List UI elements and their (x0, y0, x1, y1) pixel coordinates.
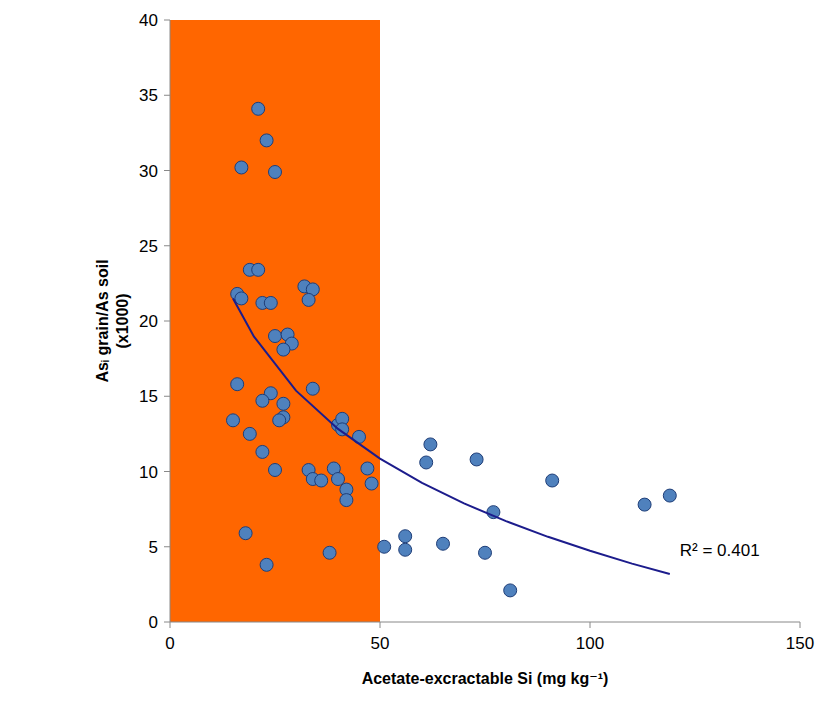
point (546, 474, 559, 487)
x-tick (380, 622, 381, 628)
y-axis-title-line: Asᵢ grain/As soil (94, 259, 111, 382)
point (306, 382, 319, 395)
y-tick (164, 471, 170, 472)
y-tick (164, 245, 170, 246)
point (663, 489, 676, 502)
x-tick-label: 0 (165, 634, 174, 653)
trend-line (233, 298, 670, 574)
point (378, 540, 391, 553)
point (260, 134, 273, 147)
point (479, 546, 492, 559)
point (470, 453, 483, 466)
point (269, 166, 282, 179)
point (399, 543, 412, 556)
y-tick-label: 40 (139, 11, 158, 30)
y-tick-label: 5 (149, 538, 158, 557)
x-tick-label: 150 (786, 634, 814, 653)
point (340, 494, 353, 507)
x-tick (590, 622, 591, 628)
point (260, 558, 273, 571)
point (277, 397, 290, 410)
annotation: R² = 0.401 (680, 541, 760, 560)
y-tick (164, 321, 170, 322)
y-tick (164, 622, 170, 623)
y-tick-label: 0 (149, 613, 158, 632)
point (231, 378, 244, 391)
point (269, 463, 282, 476)
point (273, 414, 286, 427)
y-axis-title: Asᵢ grain/As soil(x1000) (94, 259, 131, 382)
y-tick-label: 30 (139, 162, 158, 181)
point (504, 584, 517, 597)
x-axis-title: Acetate-excractable Si (mg kg⁻¹) (362, 670, 609, 687)
y-tick (164, 20, 170, 21)
point (302, 293, 315, 306)
x-tick (170, 622, 171, 628)
point (264, 296, 277, 309)
point (256, 394, 269, 407)
shaded-band (170, 20, 380, 622)
point (437, 537, 450, 550)
point (424, 438, 437, 451)
point (235, 161, 248, 174)
y-tick (164, 396, 170, 397)
point (277, 343, 290, 356)
point (256, 445, 269, 458)
point (361, 462, 374, 475)
point (227, 414, 240, 427)
y-tick-label: 25 (139, 237, 158, 256)
point (420, 456, 433, 469)
point (239, 527, 252, 540)
y-tick-label: 15 (139, 387, 158, 406)
x-tick-label: 50 (371, 634, 390, 653)
point (365, 477, 378, 490)
point (323, 546, 336, 559)
chart: 0 5 10 15 20 25 30 35 40 0 50 100 150 R² = 0.401 Aceta… (0, 0, 828, 711)
plot-area (170, 20, 676, 622)
y-tick-label: 20 (139, 312, 158, 331)
x-axis (170, 622, 800, 623)
y-tick-label: 35 (139, 86, 158, 105)
point (269, 330, 282, 343)
x-tick-label: 100 (576, 634, 604, 653)
y-tick (164, 546, 170, 547)
point (235, 292, 248, 305)
y-tick-label: 10 (139, 463, 158, 482)
point (252, 102, 265, 115)
point (243, 427, 256, 440)
y-tick (164, 170, 170, 171)
point (315, 474, 328, 487)
point (332, 473, 345, 486)
point (399, 530, 412, 543)
y-tick (164, 95, 170, 96)
y-axis-title-line: (x1000) (114, 293, 131, 348)
x-tick (800, 622, 801, 628)
point (638, 498, 651, 511)
point (252, 263, 265, 276)
